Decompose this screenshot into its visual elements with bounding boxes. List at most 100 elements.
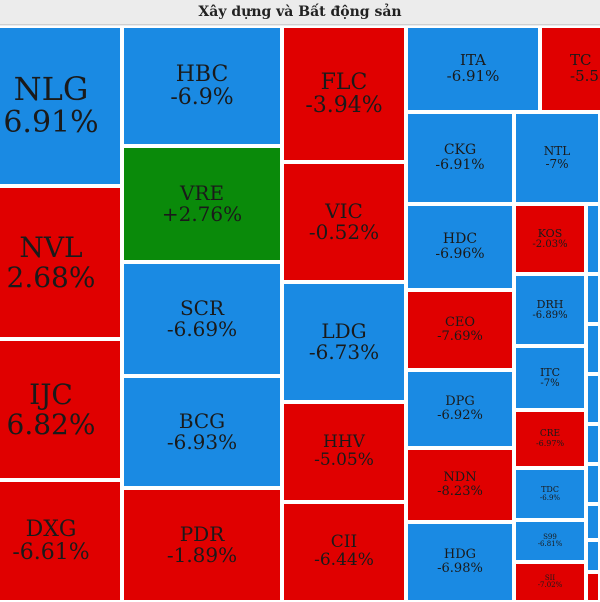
change-label: -6.91%	[435, 157, 485, 173]
ticker-label: NDN	[443, 470, 477, 486]
change-label: -6.92%	[437, 408, 483, 423]
ticker-label: NVL	[19, 231, 83, 265]
tile-ckg[interactable]: CKG -6.91%	[406, 112, 514, 204]
tile-ntl[interactable]: NTL -7%	[514, 112, 600, 204]
sector-title-text: Xây dựng và Bất động sản	[198, 4, 402, 20]
change-label: -6.91%	[446, 67, 500, 85]
ticker-label: KOS	[537, 226, 563, 240]
ticker-label: ITA	[460, 51, 486, 70]
change-label: -7%	[545, 157, 569, 171]
tile-nlg[interactable]: NLG 6.91%	[0, 26, 122, 186]
change-label: -7.02%	[537, 581, 563, 589]
tile-ita[interactable]: ITA -6.91%	[406, 26, 540, 112]
ticker-label: SII	[544, 573, 556, 582]
tile-drh[interactable]: DRH -6.89%	[514, 274, 586, 346]
ticker-label: VRE	[179, 181, 225, 205]
sector-title: Xây dựng và Bất động sản	[0, 0, 600, 25]
ticker-label: TDC	[541, 485, 559, 495]
ticker-label: HBC	[175, 61, 229, 87]
ticker-label: TC	[570, 51, 592, 70]
ticker-label: PDR	[179, 522, 225, 546]
ticker-label: CKG	[443, 142, 477, 159]
ticker-label: SCR	[179, 296, 225, 320]
tile-itc[interactable]: ITC -7%	[514, 346, 586, 410]
change-label: -8.23%	[437, 484, 483, 499]
tile-hdc[interactable]: HDC -6.96%	[406, 204, 514, 290]
tile-flc[interactable]: FLC -3.94%	[282, 26, 406, 162]
tile-nvl[interactable]: NVL 2.68%	[0, 186, 122, 339]
tile-sii[interactable]: SII -7.02%	[514, 562, 586, 602]
change-label: -6.9%	[170, 85, 234, 110]
ticker-label: NLG	[13, 70, 89, 109]
change-label: -7.69%	[437, 329, 483, 344]
tile-hbc[interactable]: HBC -6.9%	[122, 26, 282, 146]
tile-pdr[interactable]: PDR -1.89%	[122, 488, 282, 602]
ticker-label: DXG	[25, 516, 77, 542]
tile-kos[interactable]: KOS -2.03%	[514, 204, 586, 274]
change-label: 6.91%	[3, 105, 99, 141]
change-label: -6.89%	[532, 309, 568, 321]
change-label: -6.81%	[537, 540, 563, 548]
change-label: -5.5	[570, 67, 599, 85]
tile-cii[interactable]: CII -6.44%	[282, 502, 406, 602]
tile-edge-7[interactable]	[586, 504, 600, 540]
change-label: -7%	[540, 377, 560, 389]
tile-edge-5[interactable]	[586, 424, 600, 464]
tile-hhv[interactable]: HHV -5.05%	[282, 402, 406, 502]
ticker-label: ITC	[539, 365, 561, 379]
tile-tc[interactable]: TC -5.5	[540, 26, 600, 112]
tile-ldg[interactable]: LDG -6.73%	[282, 282, 406, 402]
treemap: NLG 6.91% NVL 2.68% IJC 6.82% DXG -6.61%…	[0, 24, 600, 602]
ticker-label: HDG	[443, 547, 477, 563]
change-label: -3.94%	[305, 93, 383, 118]
change-label: -5.05%	[314, 450, 374, 470]
ticker-label: NTL	[543, 144, 571, 159]
tile-dpg[interactable]: DPG -6.92%	[406, 370, 514, 448]
tile-edge-3[interactable]	[586, 324, 600, 374]
change-label: -6.93%	[166, 430, 238, 454]
tile-dxg[interactable]: DXG -6.61%	[0, 480, 122, 602]
tile-edge-8[interactable]	[586, 540, 600, 572]
ticker-label: S99	[543, 532, 557, 541]
ticker-label: FLC	[320, 69, 368, 95]
change-label: 2.68%	[6, 260, 96, 294]
change-label: -6.44%	[314, 550, 374, 570]
change-label: -2.03%	[532, 238, 568, 250]
tile-s99[interactable]: S99 -6.81%	[514, 520, 586, 562]
tile-ceo[interactable]: CEO -7.69%	[406, 290, 514, 370]
ticker-label: HDC	[442, 231, 478, 248]
tile-edge-1[interactable]	[586, 204, 600, 274]
tile-edge-2[interactable]	[586, 274, 600, 324]
tile-hdg[interactable]: HDG -6.98%	[406, 522, 514, 602]
change-label: -1.89%	[166, 543, 238, 567]
ticker-label: CRE	[539, 429, 561, 440]
ticker-label: BCG	[178, 409, 226, 433]
change-label: 6.82%	[6, 407, 96, 441]
change-label: -6.96%	[435, 246, 485, 262]
tile-edge-4[interactable]	[586, 374, 600, 424]
ticker-label: IJC	[29, 378, 73, 412]
tile-vre[interactable]: VRE +2.76%	[122, 146, 282, 262]
change-label: -6.69%	[166, 317, 238, 341]
ticker-label: CEO	[444, 315, 476, 331]
ticker-label: LDG	[321, 319, 367, 343]
change-label: -6.9%	[539, 493, 561, 502]
tile-vic[interactable]: VIC -0.52%	[282, 162, 406, 282]
tile-ndn[interactable]: NDN -8.23%	[406, 448, 514, 522]
ticker-label: DRH	[536, 297, 564, 311]
tile-tdc[interactable]: TDC -6.9%	[514, 468, 586, 520]
ticker-label: CII	[330, 532, 358, 553]
change-label: -6.61%	[12, 540, 90, 565]
change-label: -0.52%	[308, 220, 380, 244]
change-label: -6.97%	[535, 438, 565, 448]
change-label: -6.73%	[308, 340, 380, 364]
tile-edge-9[interactable]	[586, 572, 600, 602]
tile-bcg[interactable]: BCG -6.93%	[122, 376, 282, 488]
ticker-label: DPG	[445, 394, 475, 410]
tile-scr[interactable]: SCR -6.69%	[122, 262, 282, 376]
tile-ijc[interactable]: IJC 6.82%	[0, 339, 122, 480]
tile-edge-6[interactable]	[586, 464, 600, 504]
change-label: +2.76%	[161, 202, 243, 226]
change-label: -6.98%	[437, 561, 483, 576]
tile-cre[interactable]: CRE -6.97%	[514, 410, 586, 468]
